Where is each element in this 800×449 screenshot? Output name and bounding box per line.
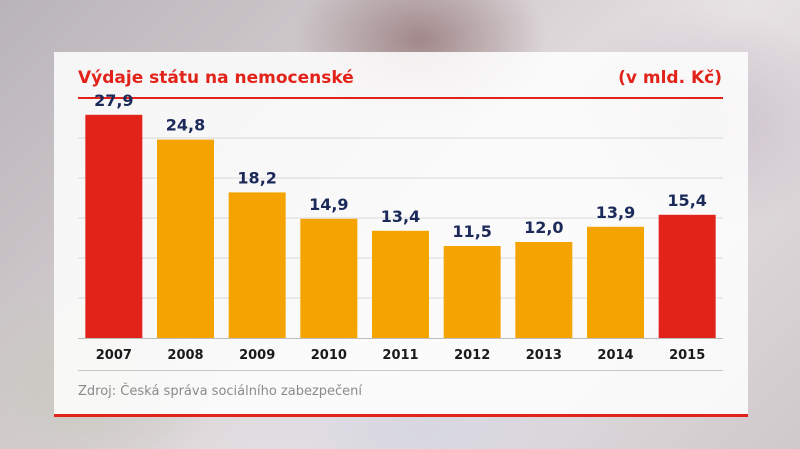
value-label-2014: 13,9 — [596, 203, 635, 222]
bar-2010 — [300, 218, 358, 338]
x-tick-2007: 2007 — [96, 348, 132, 363]
source-rule — [78, 370, 723, 371]
value-label-2011: 13,4 — [381, 207, 420, 226]
value-label-2009: 18,2 — [237, 168, 276, 187]
value-label-2008: 24,8 — [166, 116, 205, 135]
value-label-2015: 15,4 — [667, 191, 706, 210]
x-tick-2014: 2014 — [597, 348, 633, 363]
x-tick-2008: 2008 — [167, 348, 203, 363]
value-label-2013: 12,0 — [524, 218, 563, 237]
value-label-2007: 27,9 — [94, 91, 133, 110]
x-tick-2009: 2009 — [239, 348, 275, 363]
bar-2007 — [85, 114, 143, 338]
bar-2015 — [658, 214, 716, 338]
bar-2013 — [515, 242, 573, 338]
x-tick-2011: 2011 — [382, 348, 418, 363]
source-note: Zdroj: Česká správa sociálního zabezpeče… — [78, 384, 363, 399]
bar-2012 — [443, 246, 501, 338]
value-label-2010: 14,9 — [309, 195, 348, 214]
x-tick-2012: 2012 — [454, 348, 490, 363]
bar-2008 — [157, 139, 214, 338]
title-rule — [78, 97, 723, 99]
bar-2011 — [372, 230, 429, 338]
x-tick-2015: 2015 — [669, 348, 705, 363]
chart-title: Výdaje státu na nemocenské — [78, 68, 354, 88]
chart-unit: (v mld. Kč) — [618, 68, 722, 88]
x-tick-2013: 2013 — [526, 348, 562, 363]
value-label-2012: 11,5 — [452, 222, 491, 241]
bar-2014 — [587, 226, 644, 338]
x-tick-2010: 2010 — [311, 348, 347, 363]
bar-2009 — [228, 192, 286, 338]
